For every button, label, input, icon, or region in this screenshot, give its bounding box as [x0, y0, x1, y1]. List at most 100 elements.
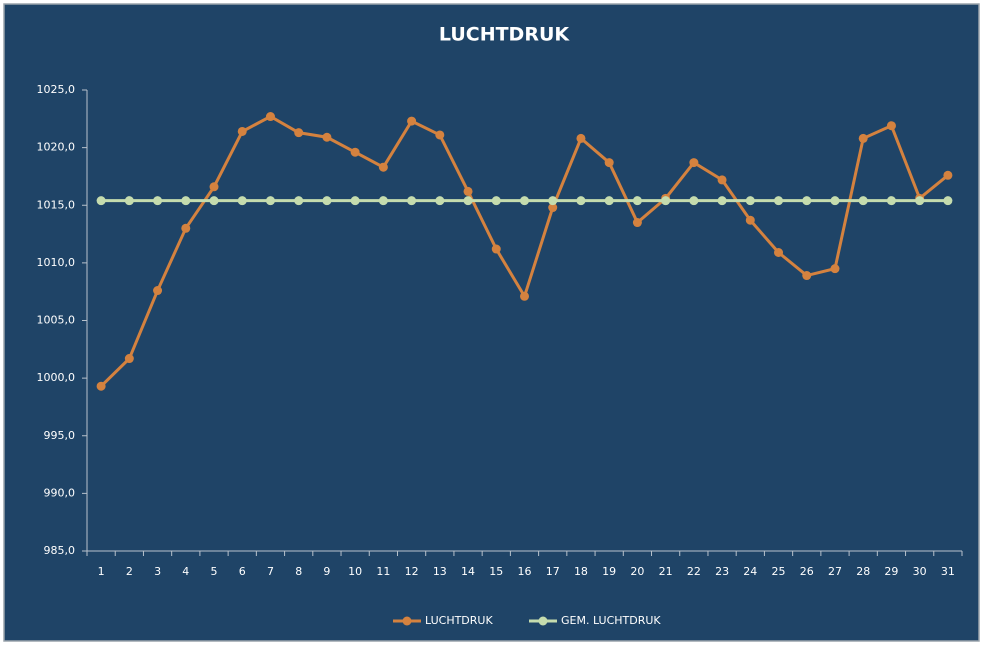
data-point	[153, 196, 163, 206]
data-point	[463, 196, 473, 206]
data-point	[520, 196, 529, 206]
data-point	[209, 182, 219, 192]
x-tick-label: 5	[211, 565, 218, 578]
data-point	[604, 196, 614, 206]
data-point	[350, 196, 360, 206]
x-tick-label: 25	[772, 565, 786, 578]
x-tick-label: 1	[98, 565, 105, 578]
data-point	[322, 132, 332, 142]
data-point	[858, 133, 868, 143]
x-tick-label: 23	[715, 565, 729, 578]
data-point	[548, 203, 558, 213]
data-point	[520, 291, 529, 301]
x-tick-label: 4	[182, 565, 189, 578]
data-point	[915, 196, 925, 206]
data-point	[181, 223, 191, 233]
x-tick-label: 7	[267, 565, 274, 578]
x-tick-label: 30	[913, 565, 927, 578]
x-tick-label: 24	[743, 565, 757, 578]
chart-title: LUCHTDRUK	[439, 24, 570, 46]
legend-label: GEM. LUCHTDRUK	[561, 614, 661, 627]
data-point	[435, 196, 445, 206]
data-point	[96, 381, 106, 391]
data-point	[632, 218, 642, 228]
x-tick-label: 16	[518, 565, 532, 578]
data-point	[717, 175, 727, 185]
data-point	[689, 196, 699, 206]
x-tick-label: 21	[659, 565, 673, 578]
data-point	[548, 196, 558, 206]
data-point	[153, 286, 163, 296]
data-point	[378, 196, 388, 206]
x-tick-label: 6	[239, 565, 246, 578]
data-point	[124, 196, 134, 206]
data-point	[491, 244, 501, 254]
y-tick-label: 985,0	[44, 544, 76, 557]
data-point	[407, 196, 417, 206]
x-tick-label: 15	[489, 565, 503, 578]
data-point	[830, 196, 840, 206]
data-point	[576, 196, 586, 206]
x-tick-label: 26	[800, 565, 814, 578]
data-point	[774, 196, 784, 206]
data-point	[237, 126, 247, 136]
data-point	[689, 158, 699, 168]
y-tick-label: 990,0	[44, 486, 76, 499]
data-point	[632, 196, 642, 206]
y-tick-label: 995,0	[44, 429, 76, 442]
chart-background	[3, 3, 980, 642]
x-tick-label: 14	[461, 565, 475, 578]
x-tick-label: 27	[828, 565, 842, 578]
data-point	[717, 196, 727, 206]
data-point	[265, 112, 275, 122]
x-tick-label: 18	[574, 565, 588, 578]
x-tick-label: 19	[602, 565, 616, 578]
data-point	[491, 196, 501, 206]
x-tick-label: 10	[348, 565, 362, 578]
y-tick-label: 1010,0	[37, 256, 76, 269]
data-point	[463, 186, 473, 196]
data-point	[661, 196, 671, 206]
x-tick-label: 31	[941, 565, 955, 578]
data-point	[181, 196, 191, 206]
data-point	[322, 196, 332, 206]
data-point	[802, 196, 812, 206]
data-point	[802, 271, 812, 281]
data-point	[96, 196, 106, 206]
x-tick-label: 29	[884, 565, 898, 578]
data-point	[294, 128, 304, 138]
data-point	[576, 133, 586, 143]
data-point	[124, 354, 134, 364]
data-point	[943, 170, 953, 180]
data-point	[745, 215, 755, 225]
y-tick-label: 1020,0	[37, 141, 76, 154]
x-tick-label: 17	[546, 565, 560, 578]
y-tick-label: 1005,0	[37, 314, 76, 327]
x-tick-label: 3	[154, 565, 161, 578]
x-tick-label: 20	[630, 565, 644, 578]
legend-marker	[402, 616, 412, 626]
data-point	[350, 147, 360, 157]
x-tick-label: 11	[376, 565, 390, 578]
data-point	[774, 248, 784, 258]
data-point	[943, 196, 953, 206]
data-point	[209, 196, 219, 206]
y-tick-label: 1025,0	[37, 83, 76, 96]
x-tick-label: 2	[126, 565, 133, 578]
y-tick-label: 1000,0	[37, 371, 76, 384]
x-tick-label: 13	[433, 565, 447, 578]
data-point	[886, 121, 896, 131]
data-point	[604, 158, 614, 168]
data-point	[830, 264, 840, 274]
legend-marker	[538, 616, 548, 626]
y-tick-label: 1015,0	[37, 198, 76, 211]
data-point	[858, 196, 868, 206]
data-point	[745, 196, 755, 206]
data-point	[378, 162, 388, 172]
data-point	[294, 196, 304, 206]
data-point	[407, 116, 417, 126]
x-tick-label: 12	[405, 565, 419, 578]
data-point	[265, 196, 275, 206]
